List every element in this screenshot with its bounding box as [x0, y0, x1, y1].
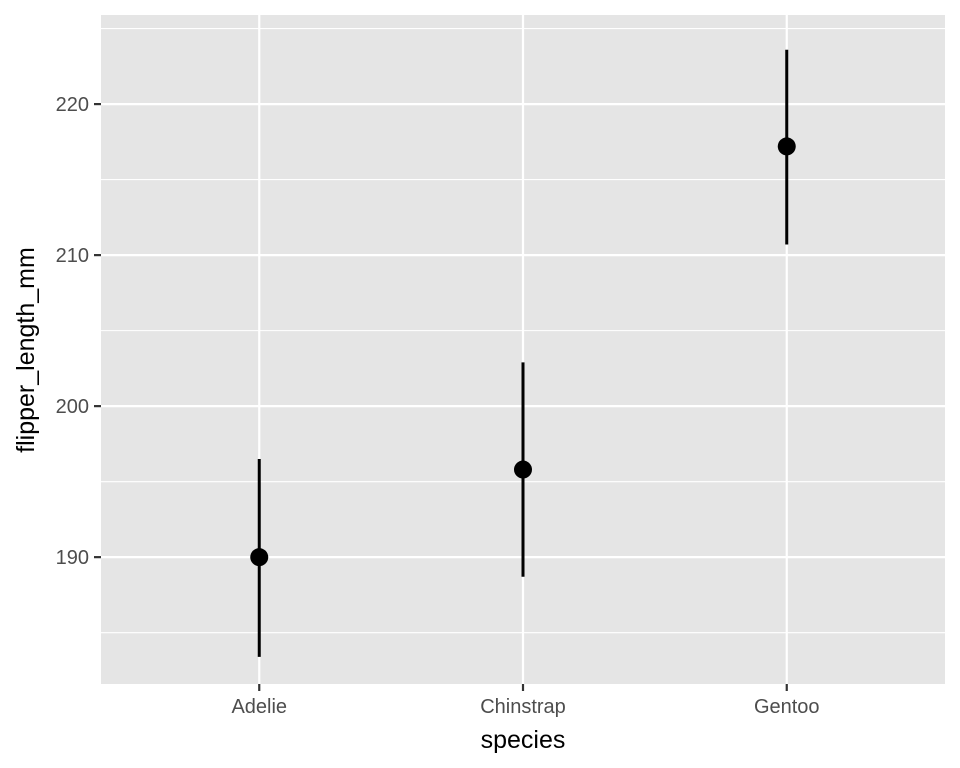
- x-tick-label: Gentoo: [754, 696, 820, 718]
- y-tick-label: 200: [56, 396, 89, 418]
- x-axis-title: species: [481, 726, 566, 754]
- y-axis-title: flipper_length_mm: [12, 247, 40, 453]
- y-tick-label: 190: [56, 547, 89, 569]
- data-point: [777, 137, 796, 156]
- data-point: [514, 460, 532, 479]
- data-point: [250, 548, 269, 567]
- x-tick-label: Adelie: [231, 696, 287, 718]
- y-tick-label: 220: [56, 94, 89, 116]
- x-tick-label: Chinstrap: [480, 696, 566, 718]
- data-points: [250, 137, 796, 567]
- y-tick-label: 210: [56, 245, 89, 267]
- y-tick-labels: 190 200 210 220: [56, 94, 89, 569]
- x-tick-labels: Adelie Chinstrap Gentoo: [231, 696, 819, 718]
- axis-ticks: [94, 102, 788, 691]
